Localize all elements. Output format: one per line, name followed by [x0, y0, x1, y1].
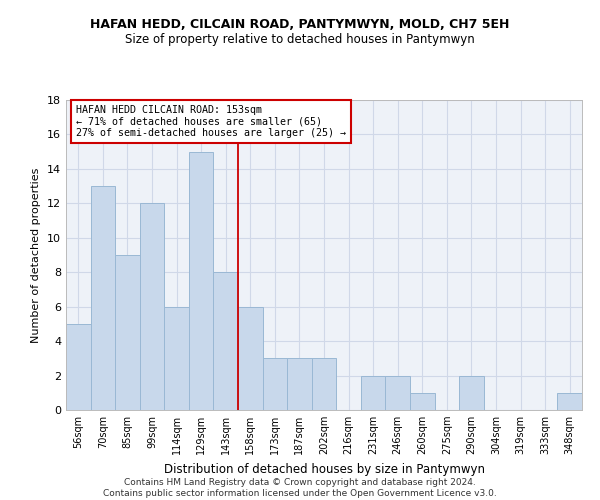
X-axis label: Distribution of detached houses by size in Pantymwyn: Distribution of detached houses by size …	[163, 462, 485, 475]
Bar	[263, 358, 287, 410]
Text: HAFAN HEDD CILCAIN ROAD: 153sqm
← 71% of detached houses are smaller (65)
27% of: HAFAN HEDD CILCAIN ROAD: 153sqm ← 71% of…	[76, 104, 346, 138]
Bar	[361, 376, 385, 410]
Text: HAFAN HEDD, CILCAIN ROAD, PANTYMWYN, MOLD, CH7 5EH: HAFAN HEDD, CILCAIN ROAD, PANTYMWYN, MOL…	[91, 18, 509, 30]
Bar	[214, 272, 238, 410]
Bar	[66, 324, 91, 410]
Bar	[312, 358, 336, 410]
Bar	[189, 152, 214, 410]
Bar	[287, 358, 312, 410]
Bar	[140, 204, 164, 410]
Bar	[164, 306, 189, 410]
Text: Contains HM Land Registry data © Crown copyright and database right 2024.
Contai: Contains HM Land Registry data © Crown c…	[103, 478, 497, 498]
Bar	[385, 376, 410, 410]
Bar	[459, 376, 484, 410]
Bar	[115, 255, 140, 410]
Bar	[91, 186, 115, 410]
Bar	[557, 393, 582, 410]
Bar	[238, 306, 263, 410]
Text: Size of property relative to detached houses in Pantymwyn: Size of property relative to detached ho…	[125, 32, 475, 46]
Bar	[410, 393, 434, 410]
Y-axis label: Number of detached properties: Number of detached properties	[31, 168, 41, 342]
